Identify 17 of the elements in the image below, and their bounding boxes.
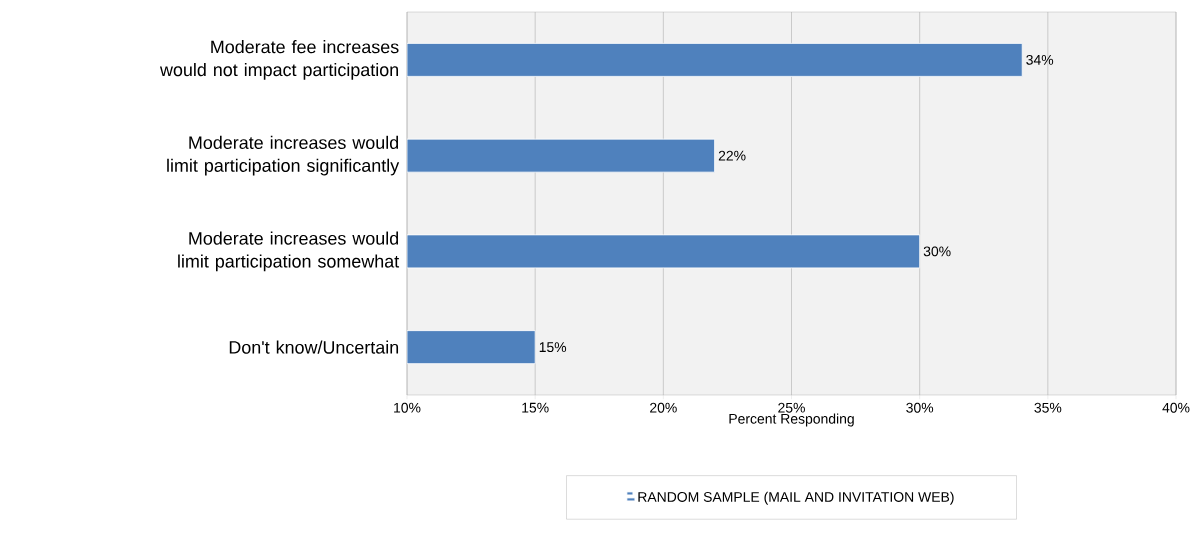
data-label: 34% xyxy=(1026,54,1054,65)
x-tick-label: 40% xyxy=(1162,402,1190,413)
y-tick-label: Moderate increases would limit participation somewhat xyxy=(178,231,400,272)
x-tick-label: 20% xyxy=(650,402,677,413)
data-label: 22% xyxy=(718,150,746,161)
x-tick-label: 15% xyxy=(522,402,549,413)
x-tick-label: 35% xyxy=(1034,402,1062,413)
x-axis-title: Percent Responding xyxy=(729,413,854,427)
x-tick-label: 10% xyxy=(394,402,421,413)
y-tick-label: Don't know/Uncertain xyxy=(229,340,399,354)
x-tick-label: 25% xyxy=(778,402,805,413)
data-label: 15% xyxy=(539,342,567,353)
y-tick-label: Moderate increases would limit participation significantly xyxy=(167,135,400,176)
legend-label: RANDOM SAMPLE (MAIL AND INVITATION WEB) xyxy=(638,491,954,505)
y-tick-label: Moderate fee increases would not impact participation xyxy=(159,40,399,80)
x-tick-label: 30% xyxy=(906,402,934,413)
data-label: 30% xyxy=(923,246,951,257)
